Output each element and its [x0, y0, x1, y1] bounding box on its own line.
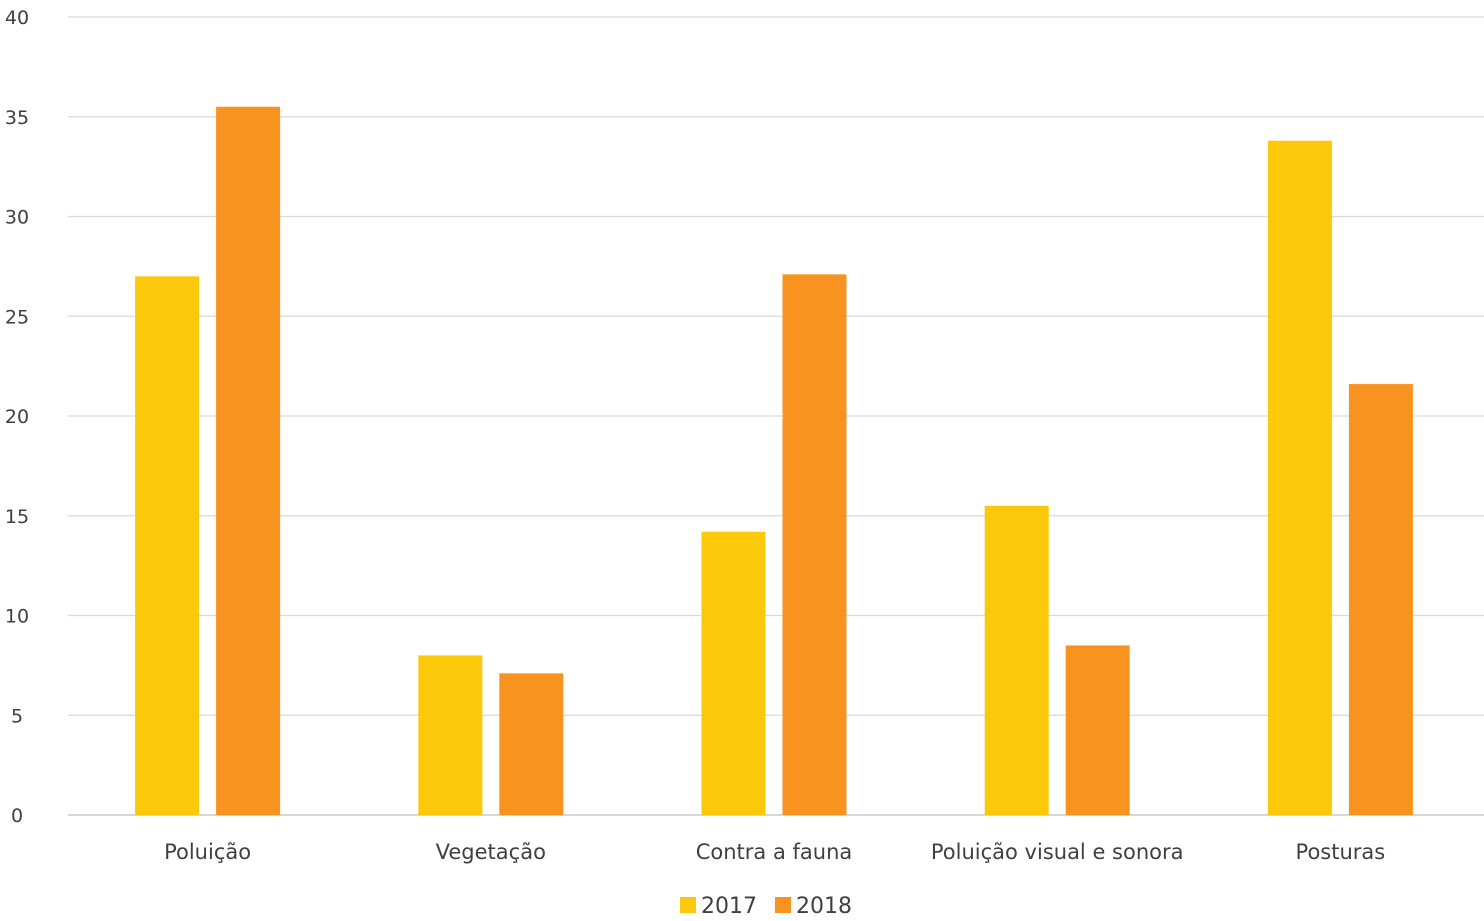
y-tick-label: 10 — [5, 606, 29, 628]
y-tick-label: 0 — [11, 805, 23, 827]
bar-2018-4 — [1348, 384, 1413, 815]
bars — [135, 106, 1413, 816]
x-category-label: Poluição — [164, 840, 251, 864]
bar-2017-2 — [701, 531, 766, 815]
y-tick-label: 15 — [5, 506, 29, 528]
bar-2018-1 — [499, 673, 564, 815]
x-category-label: Posturas — [1296, 840, 1386, 864]
legend: 2017 2018 — [680, 894, 852, 919]
y-tick-label: 30 — [5, 207, 29, 229]
legend-label-2018: 2018 — [796, 894, 852, 919]
legend-swatch-2018 — [775, 897, 791, 913]
bar-2018-0 — [216, 106, 281, 815]
bar-2017-4 — [1267, 140, 1332, 815]
bar-2017-0 — [135, 276, 200, 816]
bar-2018-3 — [1065, 645, 1130, 815]
y-tick-label: 35 — [5, 107, 29, 129]
legend-swatch-2017 — [680, 897, 696, 913]
x-axis-categories: Poluição Vegetação Contra a fauna Poluição … — [164, 840, 1385, 864]
gridlines — [68, 16, 1484, 816]
y-tick-label: 25 — [5, 306, 29, 328]
x-category-label: Vegetação — [436, 840, 546, 864]
y-tick-label: 20 — [5, 406, 29, 428]
y-axis-ticks: 0 5 10 15 20 25 30 35 40 — [5, 7, 29, 827]
bar-2017-1 — [418, 655, 483, 815]
bar-2018-2 — [782, 274, 847, 816]
y-tick-label: 5 — [11, 705, 23, 727]
y-tick-label: 40 — [5, 7, 29, 29]
bar-2017-3 — [984, 505, 1049, 815]
x-category-label: Contra a fauna — [696, 840, 853, 864]
legend-label-2017: 2017 — [701, 894, 757, 919]
x-category-label: Poluição visual e sonora — [931, 840, 1184, 864]
